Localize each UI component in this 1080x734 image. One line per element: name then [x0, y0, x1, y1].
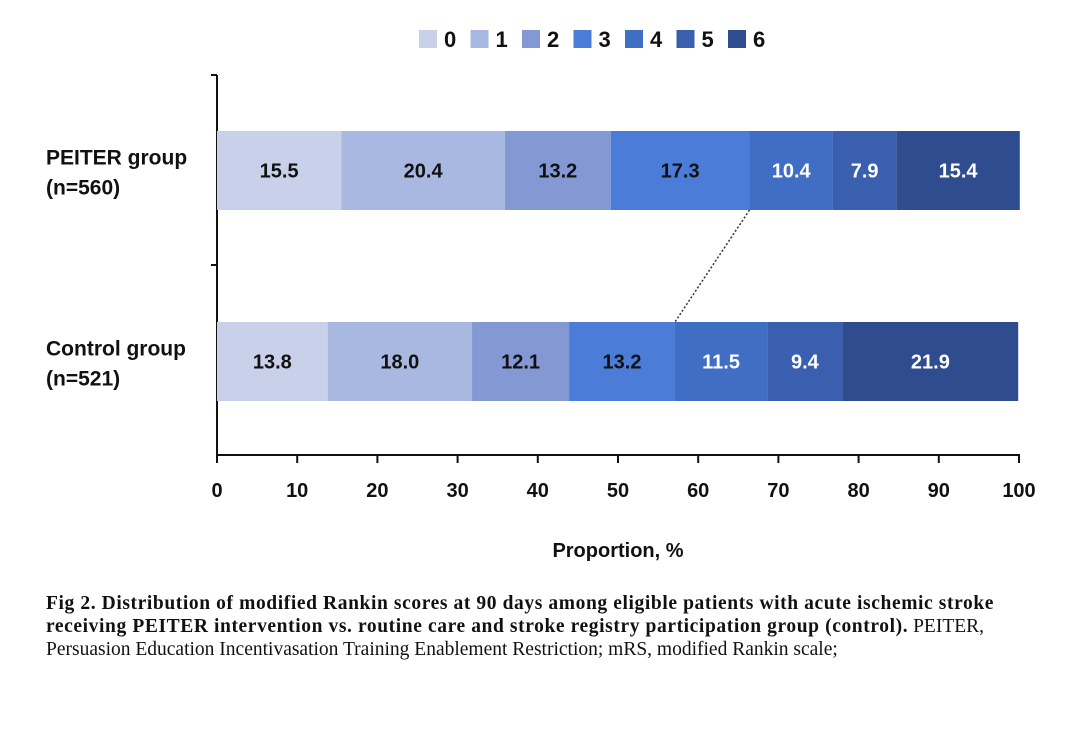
legend-label-3: 3 [599, 27, 611, 52]
legend-label-6: 6 [753, 27, 765, 52]
legend-swatch-3 [573, 30, 592, 48]
bar-segment-1-2 [472, 322, 570, 401]
bar-segment-0-2 [504, 131, 611, 210]
caption-normal-text: PEITER, Persuasion Education Incentivasa… [46, 616, 985, 660]
x-tick-label-100: 100 [1002, 480, 1035, 502]
bar-segment-0-0 [217, 131, 342, 210]
bar-label-0-4: 10.4 [772, 161, 812, 183]
legend-label-2: 2 [547, 27, 559, 52]
bar-label-1-1: 18.0 [380, 352, 419, 374]
chart-axes: 0 10 20 30 40 50 60 70 80 90 100 [211, 74, 1036, 502]
bar-segment-0-6 [896, 131, 1020, 210]
bar-segment-1-0 [217, 322, 328, 401]
x-tick-label-30: 30 [446, 480, 468, 502]
category-label-0-line2: (n=560) [46, 177, 120, 200]
bar-segment-1-6 [842, 322, 1019, 401]
category-label-0-line1: PEITER group [46, 147, 187, 170]
chart-bars: 15.5 20.4 13.2 17.3 10.4 7.9 15.4 13.8 18.0 12.1 1… [217, 131, 1020, 401]
chart-connector [674, 209, 751, 323]
bar-segment-1-4 [674, 322, 768, 401]
legend-label-5: 5 [702, 27, 714, 52]
bar-label-0-3: 17.3 [661, 161, 700, 183]
category-labels: PEITER group (n=560) Control group (n=521) [46, 147, 187, 391]
bar-label-1-3: 13.2 [603, 352, 642, 374]
legend-swatch-4 [625, 30, 643, 48]
legend-swatch-6 [728, 30, 746, 48]
bar-segment-0-3 [610, 131, 750, 210]
bar-segment-0-4 [749, 131, 833, 210]
x-tick-label-60: 60 [687, 480, 709, 502]
x-tick-label-80: 80 [847, 480, 869, 502]
bar-segment-1-5 [767, 322, 843, 401]
legend-label-0: 0 [444, 27, 456, 52]
x-axis-label: Proportion, % [552, 540, 683, 562]
figure-caption: Fig 2. Distribution of modified Rankin s… [46, 592, 1046, 661]
legend-swatch-2 [522, 30, 540, 48]
x-tick-label-40: 40 [527, 480, 549, 502]
x-tick-label-20: 20 [366, 480, 388, 502]
x-tick-label-70: 70 [767, 480, 789, 502]
chart-legend: 0 1 2 3 4 5 6 [419, 27, 765, 52]
bar-segment-1-3 [569, 322, 675, 401]
bar-label-1-0: 13.8 [253, 352, 292, 374]
bar-label-0-0: 15.5 [260, 161, 299, 183]
x-tick-label-10: 10 [286, 480, 308, 502]
bar-label-0-6: 15.4 [939, 161, 979, 183]
bar-label-1-4: 11.5 [702, 352, 740, 374]
connector-line [674, 209, 751, 323]
bar-segment-1-1 [327, 322, 473, 401]
bar-label-1-6: 21.9 [911, 352, 950, 374]
legend-swatch-0 [419, 30, 437, 48]
caption-bold-text: Fig 2. Distribution of modified Rankin s… [46, 593, 995, 637]
x-tick-label-0: 0 [211, 480, 222, 502]
bar-label-1-2: 12.1 [501, 352, 540, 374]
legend-label-1: 1 [496, 27, 508, 52]
legend-swatch-5 [676, 30, 695, 48]
category-label-1-line1: Control group [46, 338, 186, 361]
bar-label-0-1: 20.4 [404, 161, 444, 183]
x-tick-label-50: 50 [607, 480, 629, 502]
legend-label-4: 4 [650, 27, 663, 52]
bar-label-0-5: 7.9 [851, 161, 879, 183]
bar-segment-0-1 [341, 131, 505, 210]
category-label-1-line2: (n=521) [46, 368, 120, 391]
bar-label-0-2: 13.2 [538, 161, 577, 183]
bar-label-1-5: 9.4 [791, 352, 820, 374]
bar-segment-0-5 [832, 131, 897, 210]
legend-swatch-1 [470, 30, 489, 48]
x-tick-label-90: 90 [928, 480, 950, 502]
